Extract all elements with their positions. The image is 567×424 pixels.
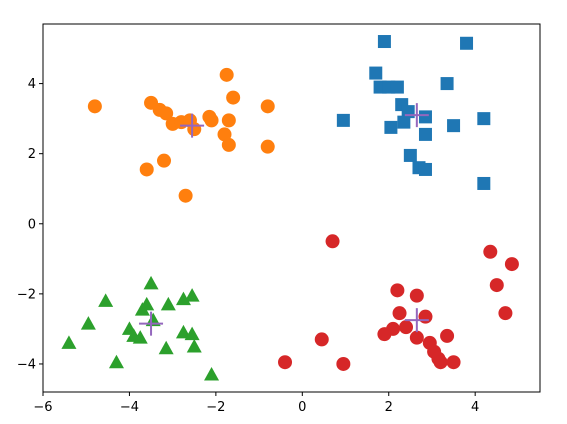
series-2-point xyxy=(139,162,154,177)
series-3-point xyxy=(134,302,150,316)
series-3-point xyxy=(184,326,200,341)
x-axis: −6 −4 −2 0 2 4 xyxy=(33,392,479,415)
x-tick-label: 2 xyxy=(385,400,393,415)
series-2-point xyxy=(260,99,275,114)
series-2-point xyxy=(159,106,174,121)
series-4-point xyxy=(278,355,293,370)
series-3-point xyxy=(186,338,202,353)
series-4-point xyxy=(440,328,455,343)
series-1-point xyxy=(369,66,383,80)
x-tick-label: 4 xyxy=(471,400,479,415)
series-3-point xyxy=(108,354,124,369)
series-1-point xyxy=(377,35,391,49)
x-tick-label: −2 xyxy=(206,400,225,415)
series-1-point xyxy=(418,127,432,141)
series-4-point xyxy=(377,327,392,342)
series-4-point xyxy=(325,234,340,249)
series-3-point xyxy=(143,275,159,290)
series-2-point xyxy=(226,90,241,105)
series-4-point xyxy=(409,288,424,303)
centroid-marker xyxy=(404,103,429,128)
series-4-point xyxy=(504,257,519,272)
x-tick-label: −4 xyxy=(120,400,139,415)
series-3-point xyxy=(204,366,220,381)
series-2-point xyxy=(87,99,102,114)
series-4-point xyxy=(483,244,498,259)
series-1-point xyxy=(403,148,417,162)
series-4-point xyxy=(390,283,405,298)
series-2-point xyxy=(217,127,232,142)
series-4-point xyxy=(409,330,424,345)
series-1-point xyxy=(418,110,432,124)
series-1-point xyxy=(336,113,350,127)
series-2-point xyxy=(219,67,234,82)
centroid-marks xyxy=(139,103,429,336)
series-1-point xyxy=(397,115,411,129)
y-tick-label: 4 xyxy=(28,77,36,92)
x-tick-label: −6 xyxy=(33,400,52,415)
series-4-point xyxy=(314,332,329,347)
series-2-point xyxy=(221,137,236,152)
series-1-point xyxy=(390,80,404,94)
series-4-point xyxy=(498,306,513,321)
series-3-point xyxy=(175,291,191,306)
series-3-point xyxy=(132,330,148,344)
series-4-point xyxy=(392,306,407,321)
series-1-point xyxy=(440,77,454,91)
series-1-point xyxy=(447,119,461,133)
series-2-point xyxy=(187,122,202,137)
series-4-point xyxy=(433,355,448,370)
series-1-point xyxy=(384,120,398,134)
plot-frame xyxy=(42,23,541,393)
series-3-point xyxy=(80,316,96,330)
y-tick-label: 2 xyxy=(28,147,36,162)
series-4-point xyxy=(399,320,414,335)
series-1-point xyxy=(477,112,491,126)
series-1-point xyxy=(477,176,491,190)
centroid-marker xyxy=(139,311,164,336)
series-4-point xyxy=(418,309,433,324)
series-4-point xyxy=(446,355,461,370)
series-1-point xyxy=(418,162,432,176)
y-tick-label: −4 xyxy=(17,357,36,372)
series-1-point xyxy=(460,36,474,50)
y-tick-label: −2 xyxy=(17,287,36,302)
series-2-point xyxy=(221,113,236,128)
series-3-point xyxy=(175,324,191,339)
series-2-point xyxy=(178,188,193,203)
centroid-marker xyxy=(180,113,205,138)
series-2-point xyxy=(260,139,275,154)
series-3-point xyxy=(160,296,176,311)
series-3-point xyxy=(98,293,114,307)
series-3-point xyxy=(61,335,77,349)
x-tick-label: 0 xyxy=(298,400,306,415)
series-4-point xyxy=(489,278,504,293)
centroid-marker xyxy=(404,308,429,333)
series-4-point xyxy=(336,356,351,371)
y-axis: −4 −2 0 2 4 xyxy=(17,77,43,372)
series-3-point xyxy=(158,340,174,355)
series-3-point xyxy=(184,288,200,302)
series-2-point xyxy=(204,113,219,128)
y-tick-label: 0 xyxy=(28,217,36,232)
series-2-point xyxy=(157,153,172,168)
